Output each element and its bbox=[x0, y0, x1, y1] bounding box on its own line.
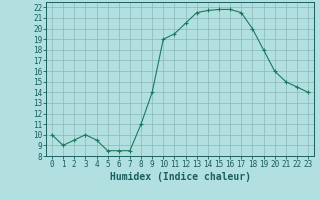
X-axis label: Humidex (Indice chaleur): Humidex (Indice chaleur) bbox=[109, 172, 251, 182]
